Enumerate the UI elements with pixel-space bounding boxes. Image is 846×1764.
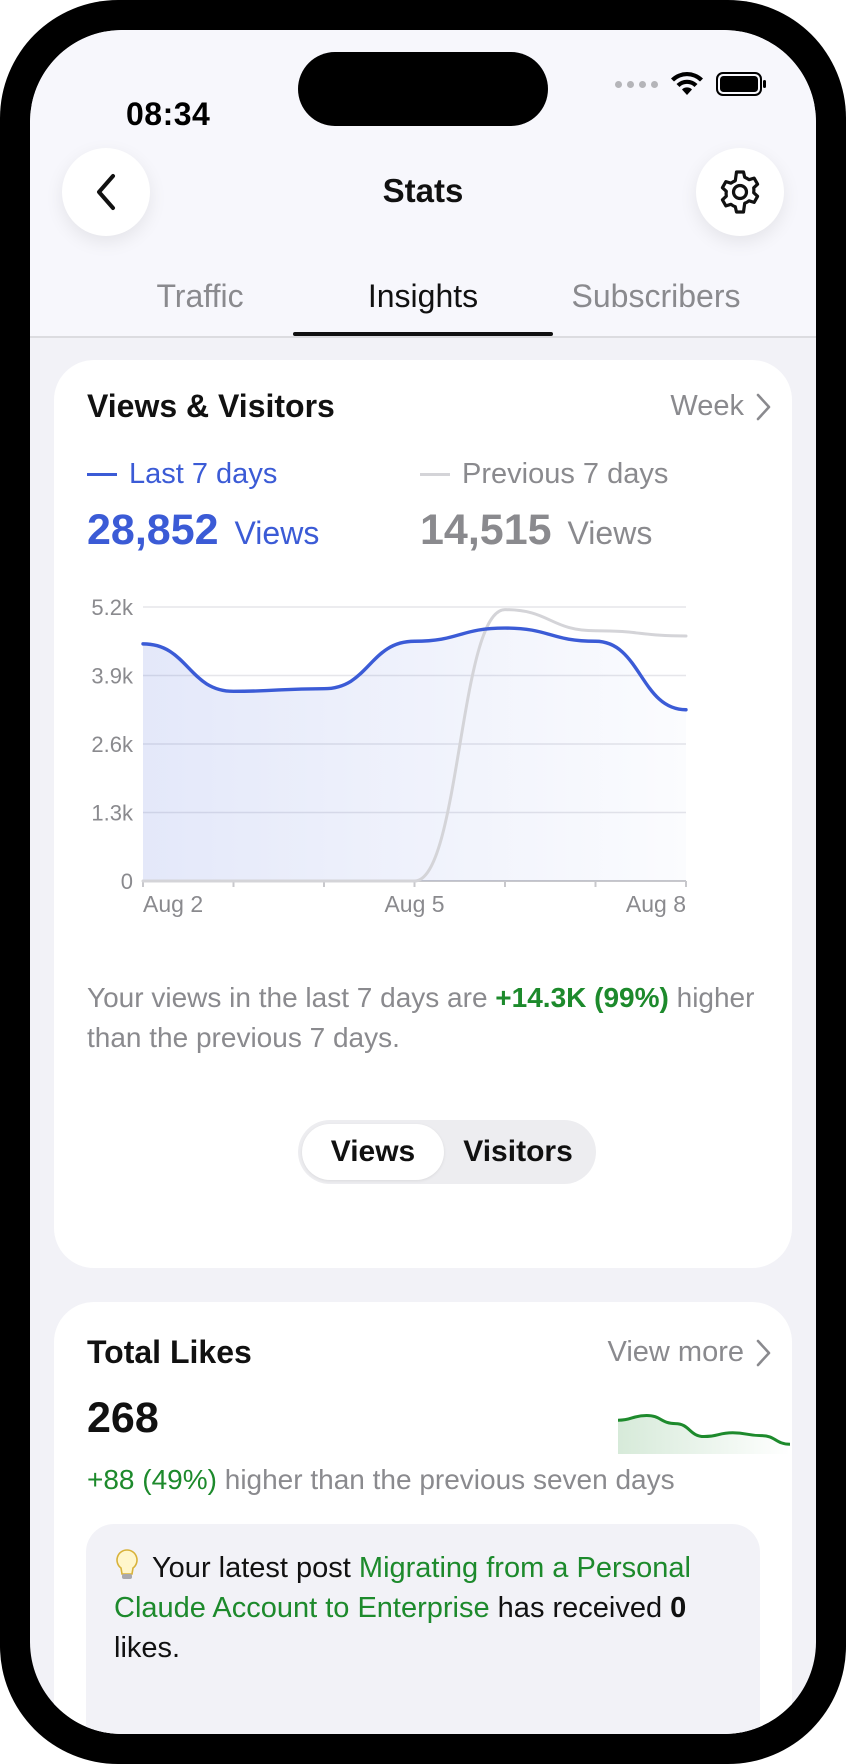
dynamic-island	[298, 52, 548, 126]
wifi-icon	[671, 72, 703, 95]
gear-icon	[720, 170, 760, 214]
y-tick-label: 1.3k	[91, 801, 134, 826]
period-label: Week	[670, 390, 744, 422]
x-tick-label: Aug 2	[143, 891, 203, 917]
settings-button[interactable]	[696, 148, 784, 236]
period-selector-button[interactable]: Week	[670, 390, 772, 423]
cellular-signal-icon	[615, 80, 658, 88]
toggle-visitors[interactable]: Visitors	[463, 1135, 573, 1168]
status-icons	[615, 70, 768, 98]
series-line-last-7-days	[141, 626, 688, 712]
page-title: Stats	[382, 172, 464, 209]
status-time: 08:34	[126, 96, 211, 132]
active-tab-indicator	[293, 332, 553, 336]
likes-delta-value: +88 (49%)	[87, 1464, 217, 1495]
tab-traffic[interactable]: Traffic	[156, 278, 244, 314]
tabs-divider	[30, 336, 816, 338]
note-middle: has received	[489, 1592, 671, 1624]
sparkline-line	[618, 1413, 790, 1446]
legend-swatch-previous	[420, 473, 450, 476]
note-prefix: Your latest post	[152, 1552, 359, 1584]
current-views-total: 28,852 Views	[87, 506, 319, 555]
card-title-total-likes: Total Likes	[87, 1334, 252, 1370]
legend-label-current: Last 7 days	[129, 458, 278, 490]
legend-previous-7-days: Previous 7 days	[420, 458, 668, 491]
current-views-unit: Views	[234, 515, 320, 551]
chevron-right-icon	[756, 393, 771, 420]
y-tick-label: 0	[121, 869, 133, 894]
latest-post-note-text: Your latest post Migrating from a Person…	[114, 1548, 734, 1668]
views-line-chart: 5.2k 3.9k 2.6k 1.3k 0 Aug 2 Aug 5 Aug 8	[91, 595, 688, 917]
latest-post-note: Your latest post Migrating from a Person…	[86, 1524, 760, 1734]
series-area-last-7-days	[143, 628, 686, 881]
legend-label-previous: Previous 7 days	[462, 458, 669, 490]
y-tick-label: 3.9k	[91, 664, 134, 689]
sparkline-area	[618, 1415, 790, 1454]
toggle-views[interactable]: Views	[302, 1124, 444, 1180]
series-line-previous-7-days	[141, 608, 688, 883]
metric-toggle: Views Visitors	[298, 1120, 596, 1184]
likes-delta-text: +88 (49%) higher than the previous seven…	[87, 1464, 675, 1496]
view-more-label: View more	[607, 1336, 744, 1368]
previous-views-value: 14,515	[420, 506, 552, 554]
current-views-value: 28,852	[87, 506, 219, 554]
summary-highlight: +14.3K (99%)	[495, 982, 669, 1013]
total-likes-card: Total Likes View more 268 +88 (49%) high…	[54, 1302, 792, 1734]
battery-icon	[716, 72, 766, 96]
y-tick-label: 5.2k	[91, 595, 134, 620]
total-likes-value: 268	[87, 1394, 159, 1442]
app-screen: 08:34 Stats	[30, 30, 816, 1734]
latest-post-link[interactable]: Migrating from a Personal Claude Account…	[114, 1552, 691, 1624]
x-tick-label: Aug 8	[626, 891, 686, 917]
chevron-right-icon	[756, 1339, 771, 1366]
lightbulb-icon	[116, 1549, 138, 1579]
note-like-count: 0	[670, 1592, 687, 1624]
legend-last-7-days: Last 7 days	[87, 458, 277, 491]
tab-subscribers[interactable]: Subscribers	[571, 278, 741, 314]
likes-sparkline	[618, 1413, 790, 1454]
note-suffix: likes.	[114, 1632, 181, 1664]
card-title-views-visitors: Views & Visitors	[87, 388, 335, 424]
previous-views-total: 14,515 Views	[420, 506, 652, 555]
back-button[interactable]	[62, 148, 150, 236]
tab-bar: Traffic Insights Subscribers	[30, 278, 816, 336]
views-summary-text: Your views in the last 7 days are +14.3K…	[87, 978, 767, 1058]
previous-views-unit: Views	[567, 515, 653, 551]
y-tick-label: 2.6k	[91, 732, 134, 757]
tab-insights[interactable]: Insights	[367, 278, 479, 314]
views-visitors-card: Views & Visitors Week Last 7 days Previo…	[54, 360, 792, 1268]
summary-suffix: higher than the previous 7 days.	[87, 982, 755, 1053]
likes-delta-suffix: higher than the previous seven days	[216, 1464, 675, 1495]
x-tick-label: Aug 5	[384, 891, 444, 917]
view-more-button[interactable]: View more	[608, 1336, 772, 1369]
summary-prefix: Your views in the last 7 days are	[87, 982, 496, 1013]
chevron-left-icon	[97, 174, 115, 210]
legend-swatch-current	[87, 473, 117, 476]
